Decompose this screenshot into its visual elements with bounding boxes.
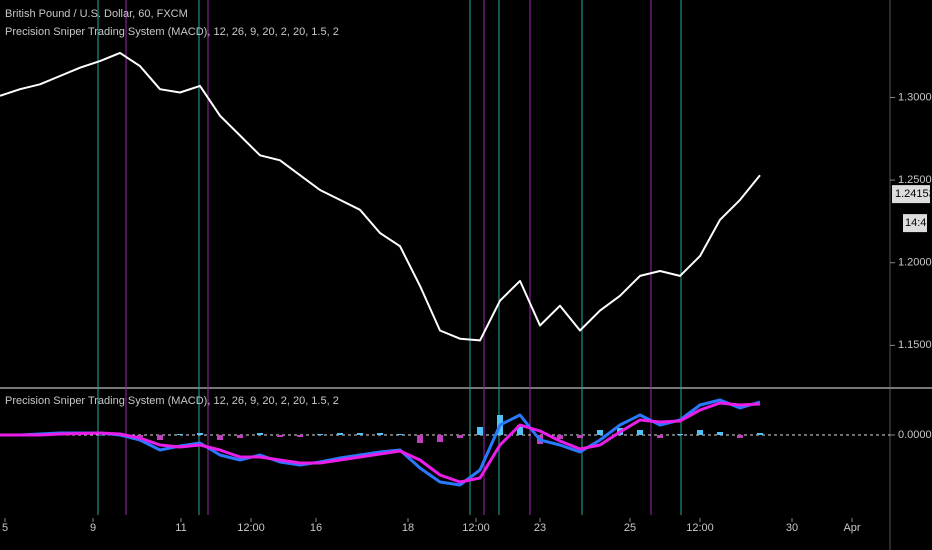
x-tick-label: 23 (534, 522, 546, 534)
x-tick-label: 12:00 (462, 522, 490, 534)
histogram-bar (337, 433, 343, 435)
histogram-bar (397, 434, 403, 435)
histogram-bar (97, 435, 103, 436)
y-tick-label: 1.25000 (898, 174, 932, 186)
histogram-bar (657, 435, 663, 438)
x-tick-label: 5 (2, 522, 8, 534)
histogram-bar (677, 434, 683, 435)
histogram-bar (477, 427, 483, 435)
histogram-bar (297, 435, 303, 437)
histogram-bar (137, 435, 143, 437)
countdown-label: 14:46 (905, 217, 932, 229)
histogram-bar (177, 434, 183, 435)
histogram-bar (457, 435, 463, 438)
countdown-box (903, 214, 927, 233)
histogram-bar (237, 435, 243, 438)
x-tick-label: 12:00 (237, 522, 265, 534)
x-tick-label: 12:00 (686, 522, 714, 534)
histogram-bar (697, 430, 703, 435)
x-tick-label: 25 (624, 522, 636, 534)
plot-area (0, 51, 890, 487)
indicator-label: Precision Sniper Trading System (MACD), … (5, 26, 339, 38)
x-tick-label: 11 (175, 522, 186, 534)
series-line (0, 401, 761, 484)
x-tick-label: 9 (90, 522, 96, 534)
histogram-bar (437, 435, 443, 442)
histogram-bar (417, 435, 423, 443)
histogram-bar (317, 434, 323, 435)
histogram-bar (377, 433, 383, 435)
histogram-bar (277, 435, 283, 437)
x-tick-label: 18 (402, 522, 414, 534)
histogram-bar (557, 435, 563, 439)
histogram-bar (637, 430, 643, 435)
y-tick-label: 1.20000 (898, 257, 932, 269)
histogram-bar (597, 430, 603, 435)
indicator-label: Precision Sniper Trading System (MACD), … (5, 395, 339, 407)
series-line (0, 51, 761, 342)
histogram-bar (157, 435, 163, 440)
histogram-bar (577, 435, 583, 438)
histogram-bar (737, 435, 743, 438)
histogram-bar (717, 432, 723, 435)
histogram-bar (757, 433, 763, 435)
x-tick-label: 30 (786, 522, 798, 534)
histogram-bar (517, 425, 523, 435)
last-price-box (892, 185, 930, 204)
x-tick-label: Apr (843, 522, 860, 534)
chart-title: British Pound / U.S. Dollar, 60, FXCM (5, 8, 188, 20)
histogram-bar (197, 433, 203, 435)
histogram-bar (217, 435, 223, 440)
y-tick-label: 0.00000 (898, 429, 932, 441)
last-price-label: 1.24153 (895, 188, 932, 200)
x-tick-label: 16 (310, 522, 322, 534)
histogram-bar (257, 433, 263, 435)
y-tick-label: 1.30000 (898, 91, 932, 103)
histogram-bar (357, 433, 363, 435)
y-tick-label: 1.15000 (898, 339, 932, 351)
